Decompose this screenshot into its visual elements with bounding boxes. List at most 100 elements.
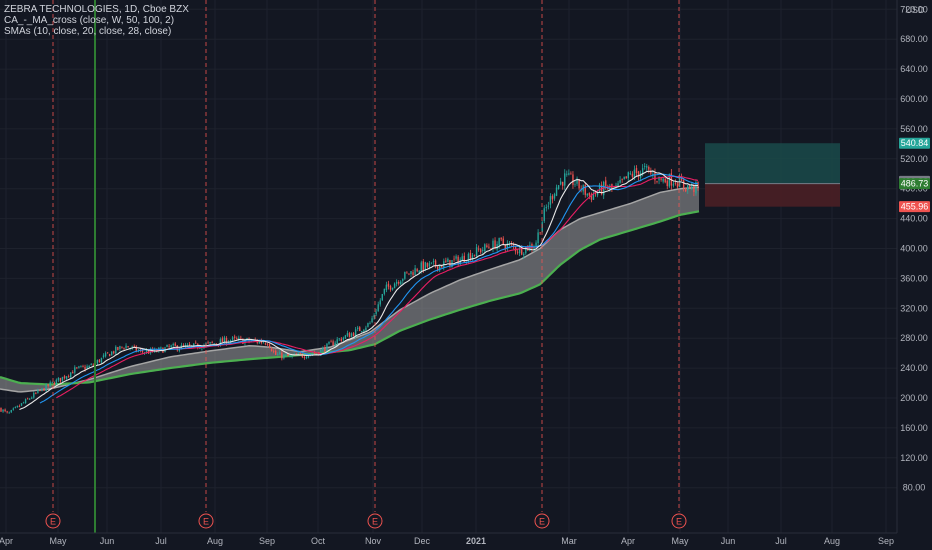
candle-body <box>270 348 273 352</box>
candle-body <box>133 346 135 347</box>
price-tag-bg <box>899 178 930 190</box>
candle-body <box>279 352 281 355</box>
earnings-label: E <box>50 517 56 527</box>
candle-body <box>391 287 394 290</box>
price-tag-bg <box>899 137 930 149</box>
price-tick-label: 600.00 <box>900 94 928 104</box>
candle-body <box>473 254 476 256</box>
candle-body <box>336 339 338 344</box>
candle-body <box>598 184 601 192</box>
candle-body <box>96 360 99 364</box>
candle-body <box>523 253 525 256</box>
candle-body <box>182 345 185 346</box>
candle-body <box>559 181 562 185</box>
candle-body <box>605 180 607 186</box>
price-axis[interactable]: USD 80.00 120.00 160.00 200.00 240.00 280.00 32… <box>896 0 932 550</box>
candle-body <box>258 341 260 344</box>
candle-body <box>393 283 396 289</box>
candle-body <box>549 196 552 205</box>
candle-body <box>47 384 49 386</box>
candle-body <box>104 353 107 357</box>
candle-body <box>283 354 285 359</box>
candle-body <box>488 246 490 248</box>
candle-body <box>262 342 265 344</box>
candle-body <box>108 354 111 357</box>
time-tick-label: Apr <box>0 536 13 546</box>
candle-body <box>172 343 174 346</box>
candle-body <box>539 232 541 234</box>
candle-body <box>338 338 340 340</box>
candle-body <box>41 388 43 390</box>
candle-body <box>2 409 4 412</box>
candle-body <box>350 333 353 337</box>
legend-indicator-ma-cross[interactable]: CA_-_MA_cross (close, W, 50, 100, 2) <box>4 15 175 26</box>
candle-body <box>346 333 349 336</box>
ma-slow-line <box>0 210 700 386</box>
candle-body <box>43 388 45 391</box>
earnings-marker[interactable]: E <box>671 513 687 529</box>
candle-body <box>369 322 371 324</box>
candle-body <box>564 173 566 186</box>
candle-body <box>313 352 316 354</box>
candle-body <box>381 293 383 301</box>
candle-body <box>672 183 675 186</box>
candle-body <box>330 341 332 343</box>
candle-body <box>35 392 37 394</box>
time-tick-label: May <box>671 536 689 546</box>
candle-body <box>201 348 203 350</box>
price-tick-label: 440.00 <box>900 214 928 224</box>
candle-body <box>668 174 670 187</box>
candle-body <box>404 272 406 279</box>
earnings-circle <box>671 513 687 529</box>
candle-body <box>641 168 644 175</box>
candle-body <box>70 372 72 378</box>
candle-body <box>359 327 361 332</box>
candle-body <box>420 262 422 272</box>
candle-body <box>322 347 324 351</box>
candle-body <box>357 327 359 329</box>
candle-body <box>660 178 662 180</box>
candle-body <box>266 344 269 345</box>
candle-body <box>691 183 693 189</box>
candle-body <box>281 352 283 359</box>
price-tick-label: 360.00 <box>900 273 928 283</box>
candle-body <box>422 261 424 271</box>
candle-body <box>342 337 345 340</box>
candle-body <box>562 181 564 186</box>
time-axis[interactable]: Apr May Jun Jul Aug Sep Oct Nov Dec 2021 Mar Apr May… <box>0 532 932 550</box>
earnings-marker[interactable]: E <box>367 513 383 529</box>
currency-label: USD <box>905 5 925 15</box>
ma-fast-line <box>0 186 700 393</box>
legend-indicator-smas[interactable]: SMAs (10, close, 20, close, 28, close) <box>4 26 172 37</box>
candle-body <box>666 180 668 187</box>
candle-body <box>125 345 127 349</box>
time-tick-label: Jul <box>775 536 787 546</box>
earnings-marker[interactable]: E <box>198 513 214 529</box>
legend-title[interactable]: ZEBRA TECHNOLOGIES, 1D, Cboe BZX <box>4 4 189 15</box>
earnings-marker[interactable]: E <box>45 513 61 529</box>
candle-body <box>545 207 547 209</box>
price-tick-label: 240.00 <box>900 363 928 373</box>
price-tag-label: 540.84 <box>901 138 929 148</box>
candle-body <box>326 343 328 353</box>
candle-body <box>635 168 638 174</box>
candle-body <box>623 176 625 180</box>
candle-body <box>674 182 677 184</box>
candle-body <box>430 262 433 264</box>
candle-body <box>676 183 679 188</box>
time-tick-label: Jun <box>721 536 736 546</box>
price-tick-label: 400.00 <box>900 244 928 254</box>
candle-body <box>219 339 222 346</box>
candle-body <box>334 342 336 346</box>
candle-body <box>455 256 457 259</box>
candle-body <box>57 377 60 381</box>
candle-body <box>272 350 275 352</box>
earnings-marker[interactable]: E <box>534 513 550 529</box>
time-tick-label: Apr <box>621 536 635 546</box>
price-tick-label: 560.00 <box>900 124 928 134</box>
candle-body <box>697 181 699 187</box>
candle-body <box>31 397 33 399</box>
